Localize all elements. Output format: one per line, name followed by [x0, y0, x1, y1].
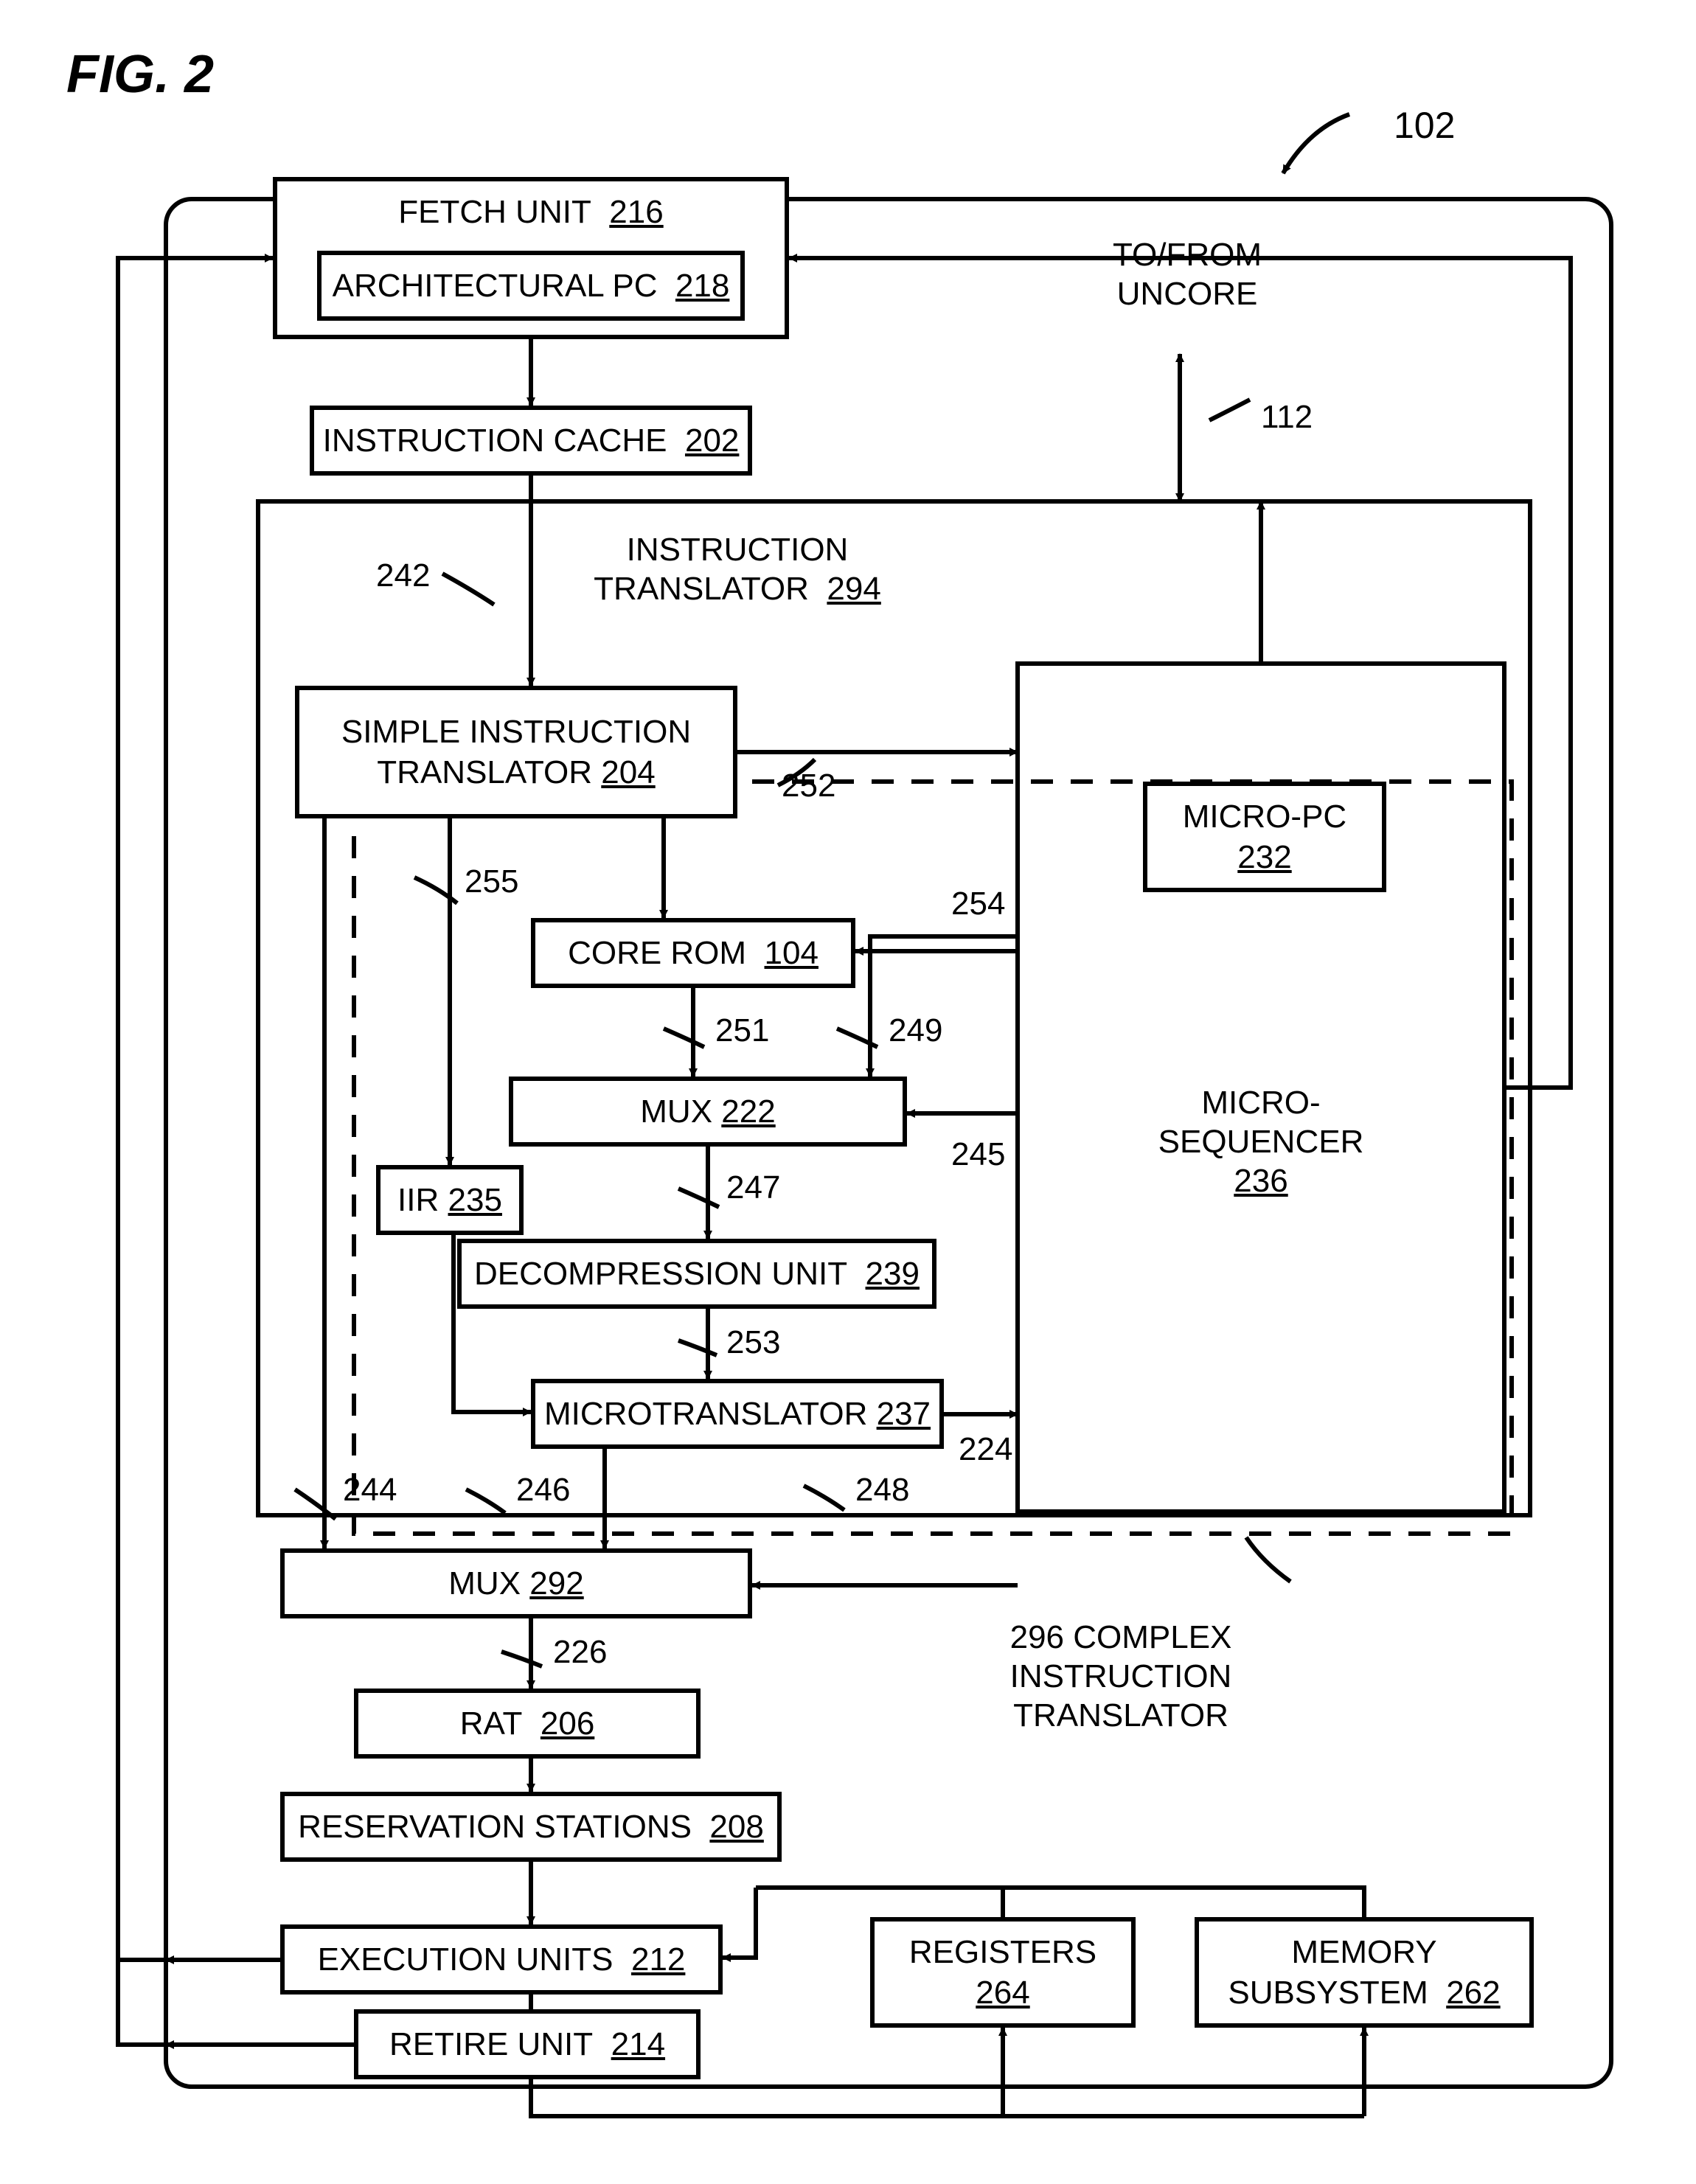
- to-from-uncore-label: TO/FROM UNCORE: [1084, 236, 1290, 314]
- ref-249: 249: [889, 1012, 942, 1051]
- rat-box: RAT 206: [354, 1689, 701, 1759]
- microtranslator-box: MICROTRANSLATOR 237: [531, 1379, 944, 1449]
- decompression-box: DECOMPRESSION UNIT 239: [457, 1239, 936, 1309]
- ref-251: 251: [715, 1012, 769, 1051]
- retire-box: RETIRE UNIT 214: [354, 2009, 701, 2079]
- ref-247: 247: [726, 1169, 780, 1208]
- ref-242: 242: [376, 557, 430, 596]
- ref-244: 244: [343, 1471, 397, 1510]
- ref-226: 226: [553, 1633, 607, 1672]
- registers-box: REGISTERS 264: [870, 1917, 1136, 2028]
- reservation-box: RESERVATION STATIONS 208: [280, 1792, 782, 1862]
- micro-pc-box: MICRO-PC 232: [1143, 782, 1386, 892]
- ref-102: 102: [1394, 103, 1455, 147]
- iir-box: IIR 235: [376, 1165, 524, 1235]
- ref-112: 112: [1261, 398, 1313, 437]
- mux292-box: MUX 292: [280, 1548, 752, 1618]
- ref-224: 224: [959, 1430, 1012, 1470]
- fetch-unit-label: FETCH UNIT 216: [398, 192, 663, 232]
- ref-254: 254: [951, 885, 1005, 924]
- ref-253: 253: [726, 1324, 780, 1363]
- diagram-canvas: FIG. 2 102: [0, 0, 1696, 2184]
- ref-246: 246: [516, 1471, 570, 1510]
- instruction-cache-box: INSTRUCTION CACHE 202: [310, 406, 752, 476]
- architectural-pc-box: ARCHITECTURAL PC 218: [317, 251, 745, 321]
- memory-box: MEMORY SUBSYSTEM 262: [1195, 1917, 1534, 2028]
- execution-box: EXECUTION UNITS 212: [280, 1924, 723, 1995]
- micro-sequencer-label: MICRO- SEQUENCER 236: [1099, 1084, 1423, 1200]
- ref-248: 248: [855, 1471, 909, 1510]
- simple-translator-box: SIMPLE INSTRUCTION TRANSLATOR 204: [295, 686, 737, 818]
- mux222-box: MUX 222: [509, 1077, 907, 1147]
- complex-translator-label: 296 COMPLEX INSTRUCTION TRANSLATOR: [959, 1618, 1283, 1735]
- ref-255: 255: [465, 863, 518, 902]
- figure-title: FIG. 2: [66, 44, 214, 105]
- ref-252: 252: [782, 767, 835, 806]
- instruction-translator-label: INSTRUCTION TRANSLATOR 294: [583, 531, 892, 609]
- core-rom-box: CORE ROM 104: [531, 918, 855, 988]
- ref-245: 245: [951, 1136, 1005, 1175]
